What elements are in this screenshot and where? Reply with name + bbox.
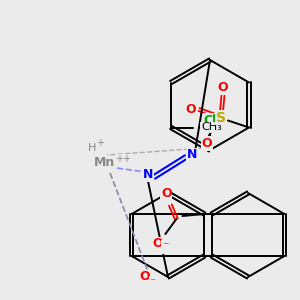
Text: O: O: [218, 81, 228, 94]
Text: O: O: [186, 103, 196, 116]
Text: ++: ++: [115, 154, 131, 164]
Text: O: O: [202, 137, 212, 150]
Text: O: O: [161, 188, 172, 200]
Text: N: N: [143, 169, 153, 182]
Text: S: S: [216, 110, 226, 124]
Text: O: O: [152, 238, 163, 250]
Text: CH₃: CH₃: [201, 122, 222, 133]
Text: ⁻: ⁻: [162, 241, 169, 254]
Text: Cl: Cl: [203, 113, 217, 127]
Text: ⁻: ⁻: [149, 277, 155, 287]
Text: O: O: [140, 271, 150, 284]
Text: N: N: [187, 148, 197, 161]
Text: +: +: [96, 138, 104, 148]
Text: Mn: Mn: [94, 157, 115, 169]
Text: H: H: [88, 143, 96, 153]
